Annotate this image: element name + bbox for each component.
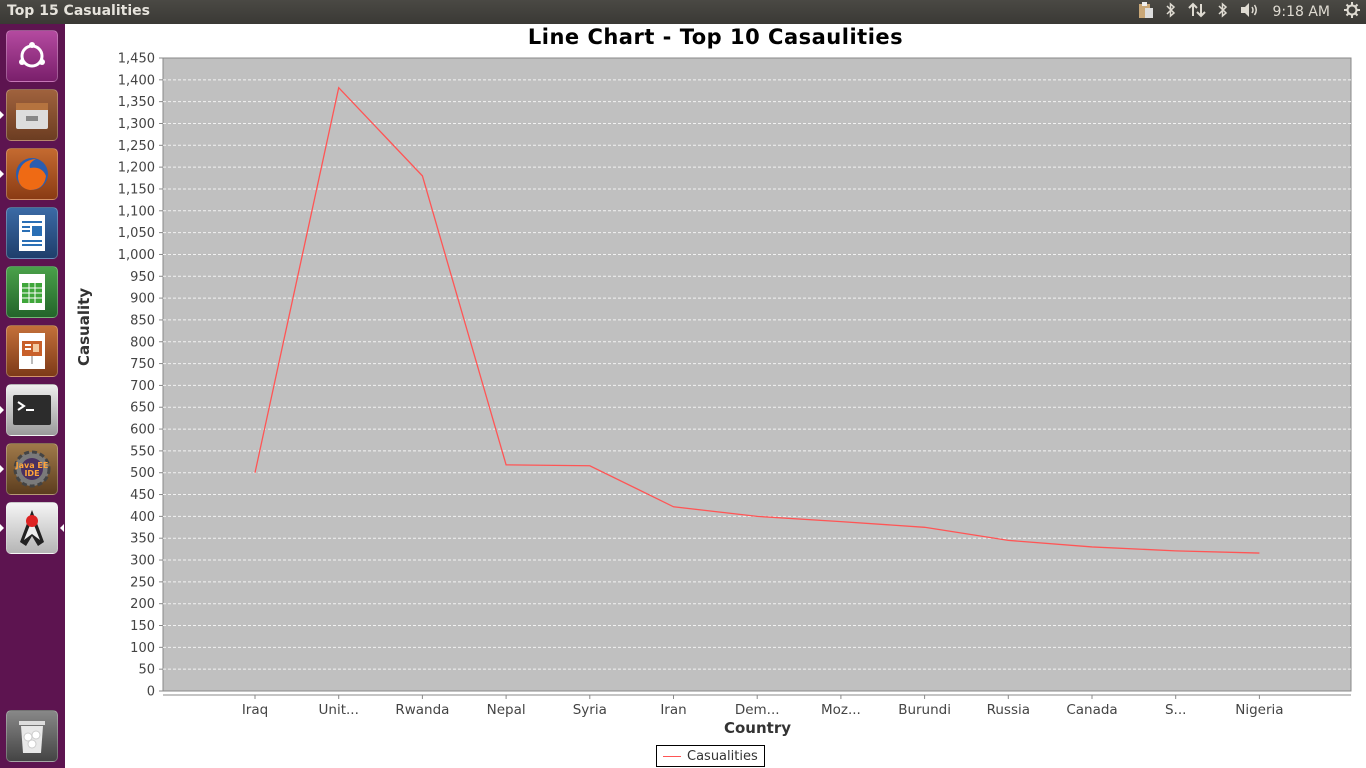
y-tick-label: 450 [130, 488, 155, 503]
libreoffice-calc-icon[interactable] [6, 266, 58, 318]
x-tick-label: Rwanda [395, 702, 449, 718]
x-tick-label: Moz... [821, 702, 861, 718]
y-tick-label: 1,000 [118, 248, 155, 263]
launcher: Java EE IDE [0, 24, 65, 768]
y-tick-label: 1,450 [118, 52, 155, 67]
x-tick-label: Canada [1066, 702, 1117, 718]
y-tick-label: 50 [138, 663, 155, 678]
libreoffice-writer-icon[interactable] [6, 207, 58, 259]
y-tick-label: 100 [130, 641, 155, 656]
y-tick-label: 1,400 [118, 73, 155, 88]
y-tick-label: 900 [130, 292, 155, 307]
x-tick-label: Nigeria [1235, 702, 1283, 718]
bluetooth-icon[interactable] [1166, 2, 1176, 22]
y-tick-label: 500 [130, 466, 155, 481]
y-tick-label: 1,150 [118, 182, 155, 197]
top-panel: Top 15 Casualities 9:18 AM [0, 0, 1366, 24]
y-tick-label: 1,200 [118, 161, 155, 176]
y-tick-label: 250 [130, 575, 155, 590]
svg-text:IDE: IDE [24, 469, 39, 478]
libreoffice-impress-icon[interactable] [6, 325, 58, 377]
x-tick-label: Dem... [735, 702, 780, 718]
settings-gear-icon[interactable] [1344, 2, 1360, 22]
y-tick-label: 950 [130, 270, 155, 285]
series-line-casualities [254, 86, 1260, 554]
y-tick-label: 400 [130, 510, 155, 525]
java-app-icon[interactable] [6, 502, 58, 554]
x-tick-label: S... [1165, 702, 1186, 718]
y-tick-label: 1,100 [118, 204, 155, 219]
x-tick-label: Nepal [487, 702, 526, 718]
network-arrows-icon[interactable] [1188, 2, 1207, 22]
y-tick-label: 600 [130, 423, 155, 438]
y-tick-label: 1,050 [118, 226, 155, 241]
y-tick-label: 550 [130, 444, 155, 459]
eclipse-java-ee-icon[interactable]: Java EE IDE [6, 443, 58, 495]
chart-panel: Line Chart - Top 10 Casaulities Casualit… [65, 24, 1366, 768]
ubuntu-dash-icon[interactable] [6, 30, 58, 82]
x-tick-label: Unit... [319, 702, 359, 718]
terminal-icon[interactable] [6, 384, 58, 436]
x-tick-label: Iran [660, 702, 686, 718]
y-tick-label: 300 [130, 554, 155, 569]
y-tick-label: 1,350 [118, 95, 155, 110]
firefox-icon[interactable] [6, 148, 58, 200]
y-tick-label: 850 [130, 313, 155, 328]
y-tick-label: 200 [130, 597, 155, 612]
x-tick-label: Russia [987, 702, 1030, 718]
y-tick-label: 800 [130, 335, 155, 350]
chart-title: Line Chart - Top 10 Casaulities [527, 25, 904, 49]
clipboard-icon[interactable] [1138, 1, 1154, 23]
x-tick-label: Syria [573, 702, 607, 718]
svg-text:Java EE: Java EE [15, 461, 49, 470]
y-tick-label: 150 [130, 619, 155, 634]
plot-area [162, 57, 1352, 692]
system-tray: 9:18 AM [1138, 0, 1366, 24]
y-tick-label: 650 [130, 401, 155, 416]
bluetooth-icon-2[interactable] [1218, 2, 1228, 22]
file-manager-icon[interactable] [6, 89, 58, 141]
x-tick-label: Burundi [898, 702, 951, 718]
y-tick-label: 1,250 [118, 139, 155, 154]
window-title: Top 15 Casualities [7, 3, 150, 19]
volume-icon[interactable] [1240, 2, 1260, 22]
y-tick-label: 350 [130, 532, 155, 547]
y-tick-label: 700 [130, 379, 155, 394]
clock[interactable]: 9:18 AM [1272, 4, 1330, 20]
y-tick-label: 1,300 [118, 117, 155, 132]
y-tick-label: 750 [130, 357, 155, 372]
x-tick-label: Iraq [242, 702, 268, 718]
legend-swatch [663, 755, 681, 757]
legend-label: Casualities [687, 748, 758, 764]
y-tick-label: 0 [147, 685, 155, 700]
line-chart: 0 50 100 150 200 250 300 350 400 450 500 550 600 650 7… [118, 52, 1352, 718]
legend: Casualities [656, 745, 765, 767]
trash-icon[interactable] [6, 710, 58, 762]
x-axis-label: Country [723, 719, 792, 737]
